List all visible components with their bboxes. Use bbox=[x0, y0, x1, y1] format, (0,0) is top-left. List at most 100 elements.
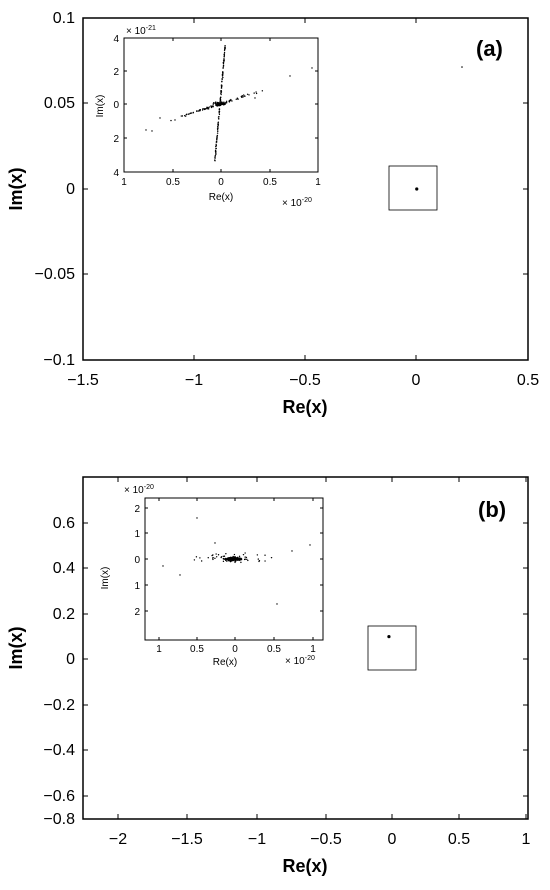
panel-b-x-tick-label: −0.5 bbox=[310, 831, 342, 848]
panel-a-x-tick-label: 0.5 bbox=[517, 372, 539, 389]
panel-b-inset-x-axis-label: Re(x) bbox=[213, 657, 237, 668]
panel-a-inset-point bbox=[196, 110, 198, 112]
panel-b-points bbox=[387, 635, 391, 639]
panel-b-inset-point bbox=[240, 558, 243, 561]
panel-b-inset-point bbox=[240, 561, 242, 564]
panel-b-inset-point bbox=[231, 556, 233, 559]
panel-a-inset-point bbox=[222, 59, 225, 61]
panel-a-inset-point bbox=[212, 101, 215, 104]
panel-a-inset-point bbox=[219, 99, 222, 102]
panel-a-inset-point bbox=[215, 151, 217, 154]
panel-a-inset-point bbox=[214, 150, 217, 152]
panel-b-inset-y-axis-label: Im(x) bbox=[100, 567, 111, 590]
panel-b-inset-y-tick-label: 1 bbox=[134, 529, 140, 540]
panel-b-inset-point bbox=[276, 603, 278, 605]
panel-b-inset-point bbox=[196, 517, 198, 519]
panel-a-inset-point bbox=[255, 92, 258, 95]
panel-b-inset-point bbox=[214, 557, 216, 560]
panel-b-inset-point bbox=[234, 560, 236, 562]
panel-a-root-point bbox=[415, 187, 419, 191]
panel-b-inset-point bbox=[234, 561, 236, 564]
panel-b-inset-y-tick-label: 1 bbox=[134, 581, 140, 592]
panel-a-inset-point bbox=[206, 107, 208, 109]
panel-a-x-axis-label: Re(x) bbox=[282, 397, 327, 417]
panel-b-inset-point bbox=[229, 560, 232, 563]
panel-a-inset: 4 2 0 2 4 1 0.5 0 0.5 1 Re(x) Im(x) × 10… bbox=[95, 25, 321, 209]
panel-a-inset-point bbox=[215, 145, 217, 148]
panel-a-inset-point bbox=[222, 63, 225, 65]
panel-b-inset-point bbox=[225, 558, 227, 560]
panel-a-inset-point bbox=[225, 100, 228, 102]
panel-a-inset-point bbox=[174, 119, 176, 121]
panel-a-inset-point bbox=[241, 96, 243, 99]
panel-a-inset-point bbox=[235, 98, 237, 101]
panel-a-inset-x-axis-label: Re(x) bbox=[209, 192, 233, 203]
panel-a-zoom-box bbox=[388, 165, 438, 211]
panel-a-y-tick-label: 0.1 bbox=[53, 10, 75, 27]
panel-a-inset-point bbox=[188, 113, 190, 115]
panel-a-inset-point bbox=[216, 135, 219, 137]
panel-a-inset-point bbox=[210, 105, 213, 108]
panel-b-inset-point bbox=[215, 553, 217, 555]
panel-a-inset-point bbox=[214, 102, 217, 105]
panel-b-inset-point bbox=[162, 565, 164, 567]
panel-b-inset-point bbox=[264, 560, 266, 562]
panel-a-inset-y-tick-label: 4 bbox=[113, 168, 119, 179]
panel-b-x-tick-label: 0.5 bbox=[448, 831, 470, 848]
panel-a-y-axis-label: Im(x) bbox=[6, 167, 26, 210]
panel-b-y-tick-label: −0.2 bbox=[43, 697, 75, 714]
panel-b-x-axis-label: Re(x) bbox=[282, 856, 327, 876]
panel-a-inset-point bbox=[220, 93, 222, 96]
panel-a-inset-point bbox=[228, 100, 231, 102]
panel-a-inset-point bbox=[217, 123, 219, 126]
panel-a-inset-point bbox=[216, 138, 218, 140]
panel-b-inset-y-multiplier: × 10-20 bbox=[124, 484, 154, 496]
panel-a-inset-point bbox=[189, 112, 191, 115]
panel-a-inset-point bbox=[218, 111, 221, 113]
panel-a-inset-point bbox=[180, 115, 182, 117]
panel-a-inset-point bbox=[261, 90, 264, 92]
panel-b-y-axis-label: Im(x) bbox=[6, 626, 26, 669]
panel-a-inset-point bbox=[145, 129, 147, 131]
panel-a-inset-point bbox=[222, 65, 225, 68]
panel-b-inset-ticks bbox=[145, 498, 323, 640]
panel-b-y-tick-label: 0 bbox=[66, 651, 75, 668]
panel-b-inset-point bbox=[217, 554, 220, 556]
panel-b-plot-area bbox=[82, 476, 529, 820]
panel-a-inset-point bbox=[219, 103, 222, 105]
panel-b-inset-point bbox=[291, 550, 293, 552]
panel-a-inset-point bbox=[186, 113, 188, 115]
panel-b-inset-point bbox=[239, 558, 242, 560]
panel-a-points bbox=[415, 187, 419, 191]
panel-b-inset-point bbox=[225, 559, 227, 562]
panel-a-inset-point bbox=[244, 95, 246, 97]
panel-b-inset-x-tick-label: 0.5 bbox=[267, 644, 281, 655]
panel-b-inset-point bbox=[232, 557, 234, 560]
panel-a-inset-point bbox=[222, 67, 224, 69]
panel-a-inset-y-tick-label: 0 bbox=[113, 100, 119, 111]
panel-a-inset-point bbox=[222, 102, 225, 105]
panel-b-y-tick-label: 0.4 bbox=[53, 560, 75, 577]
panel-b-inset-point bbox=[244, 558, 246, 560]
panel-b-inset-x-tick-label: 1 bbox=[156, 644, 162, 655]
panel-b-root-point bbox=[387, 635, 391, 639]
panel-a-inset-point bbox=[184, 115, 187, 117]
panel-b-inset-point bbox=[222, 560, 225, 563]
panel-a-y-tick-label: 0.05 bbox=[44, 95, 75, 112]
panel-a-inset-point bbox=[217, 129, 219, 131]
panel-a-inset-point bbox=[202, 108, 204, 110]
panel-a-x-tick-label: −1 bbox=[185, 372, 203, 389]
panel-a-inset-point bbox=[214, 157, 216, 159]
panel-b-inset-point bbox=[193, 559, 196, 561]
panel-a-inset-point bbox=[197, 110, 199, 112]
panel-a-inset-point bbox=[230, 98, 232, 101]
panel-a-inset-point bbox=[311, 67, 313, 69]
panel-a-inset-point bbox=[218, 118, 220, 120]
panel-b-inset-point bbox=[179, 574, 181, 576]
panel-a-inset-x-tick-label: 0.5 bbox=[166, 177, 180, 188]
panel-b-inset-point bbox=[246, 558, 248, 561]
panel-a-inset-point bbox=[212, 106, 214, 108]
panel-b-inset-x-tick-label: 1 bbox=[310, 644, 316, 655]
panel-a-inset-point bbox=[217, 122, 219, 124]
panel-b-inset-point bbox=[207, 557, 209, 559]
